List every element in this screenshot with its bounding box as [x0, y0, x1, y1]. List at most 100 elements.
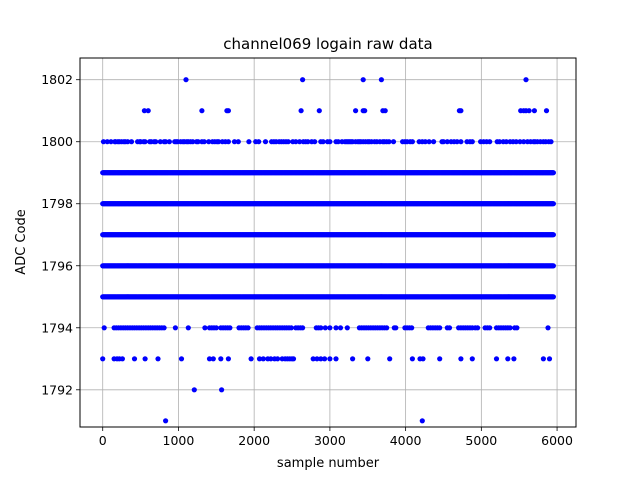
data-point-1796 [550, 263, 557, 269]
data-point-1800 [521, 139, 527, 145]
data-point-1793 [458, 356, 464, 362]
data-point-1793 [210, 356, 216, 362]
data-point-1794 [185, 325, 191, 331]
data-point-1800 [128, 139, 135, 145]
data-point-1800 [256, 139, 262, 145]
data-point-1801 [145, 108, 151, 114]
data-point-1793 [322, 356, 328, 362]
data-point-1793 [365, 356, 371, 362]
data-point-1794 [322, 325, 328, 331]
y-axis-label: ADC Code [14, 209, 29, 274]
data-point-1800 [225, 139, 231, 145]
data-point-1800 [320, 139, 326, 145]
data-point-1794 [437, 325, 443, 331]
data-point-1800 [390, 139, 397, 145]
data-point-1800 [195, 139, 201, 145]
data-point-1800 [231, 139, 238, 145]
data-point-1802 [360, 77, 366, 83]
data-point-1791 [163, 418, 169, 424]
data-point-1800 [431, 139, 437, 145]
data-point-1792 [191, 387, 197, 393]
data-point-1794 [300, 325, 306, 331]
data-point-1800 [305, 139, 311, 145]
data-point-1800 [426, 139, 432, 145]
y-tick-label: 1796 [41, 258, 73, 273]
data-point-1793 [493, 356, 500, 362]
data-point-1801 [298, 108, 304, 114]
data-point-1801 [531, 108, 538, 114]
x-tick-label: 6000 [541, 433, 573, 448]
x-tick-label: 5000 [465, 433, 497, 448]
data-point-1800 [517, 139, 523, 145]
x-tick-label: 1000 [163, 433, 195, 448]
data-point-1801 [199, 108, 205, 114]
data-point-1801 [362, 108, 368, 114]
data-point-1802 [300, 77, 306, 83]
data-point-1793 [100, 356, 106, 362]
chart-title: channel069 logain raw data [223, 35, 432, 53]
data-point-1797 [550, 232, 557, 238]
data-point-1800 [100, 139, 107, 145]
data-point-1793 [260, 356, 266, 362]
data-point-1793 [350, 356, 356, 362]
data-point-1800 [312, 139, 318, 145]
data-point-1800 [157, 139, 163, 145]
data-point-1800 [163, 139, 169, 145]
data-point-1800 [454, 139, 460, 145]
data-point-1793 [318, 356, 324, 362]
data-point-1800 [206, 139, 212, 145]
y-tick-label: 1794 [41, 320, 73, 335]
data-point-1794 [161, 325, 167, 331]
data-point-1793 [420, 356, 426, 362]
data-point-1793 [409, 356, 415, 362]
data-point-1800 [386, 139, 392, 145]
data-point-1793 [511, 356, 517, 362]
data-point-1795 [550, 294, 557, 300]
data-point-1793 [333, 356, 339, 362]
data-point-1794 [172, 325, 178, 331]
data-point-1793 [437, 356, 443, 362]
data-point-1800 [335, 139, 341, 145]
data-point-1800 [153, 139, 159, 145]
data-point-1800 [142, 139, 148, 145]
data-point-1800 [487, 139, 493, 145]
data-point-1794 [409, 325, 415, 331]
data-point-1793 [206, 356, 213, 362]
data-point-1800 [422, 139, 428, 145]
data-point-1793 [275, 356, 281, 362]
data-point-1794 [487, 325, 493, 331]
data-point-1800 [246, 139, 252, 145]
data-point-1793 [248, 356, 254, 362]
data-point-1793 [314, 356, 320, 362]
data-point-1801 [316, 108, 322, 114]
data-point-1802 [523, 77, 529, 83]
data-point-1800 [190, 139, 196, 145]
x-tick-label: 2000 [238, 433, 270, 448]
data-point-1800 [216, 139, 222, 145]
data-point-1801 [543, 108, 550, 114]
plot-frame [79, 57, 577, 428]
data-point-1794 [245, 325, 251, 331]
data-point-1794 [101, 325, 107, 331]
x-tick-label: 0 [99, 433, 107, 448]
data-point-1801 [225, 108, 231, 114]
data-point-1794 [514, 325, 520, 331]
data-point-1801 [526, 108, 532, 114]
data-point-1800 [293, 139, 299, 145]
data-point-1793 [310, 356, 316, 362]
data-point-1794 [545, 325, 551, 331]
data-point-1793 [387, 356, 393, 362]
data-point-1793 [546, 356, 553, 362]
x-axis-label: sample number [277, 456, 380, 471]
data-point-1800 [166, 139, 172, 145]
data-point-1800 [262, 139, 269, 145]
data-point-1794 [344, 325, 350, 331]
data-point-1800 [444, 139, 450, 145]
data-point-1794 [227, 325, 233, 331]
data-point-1800 [125, 139, 131, 145]
data-point-1793 [290, 356, 297, 362]
data-point-1794 [288, 325, 294, 331]
x-tick-label: 3000 [314, 433, 346, 448]
data-point-1794 [213, 325, 219, 331]
data-point-1800 [297, 139, 303, 145]
